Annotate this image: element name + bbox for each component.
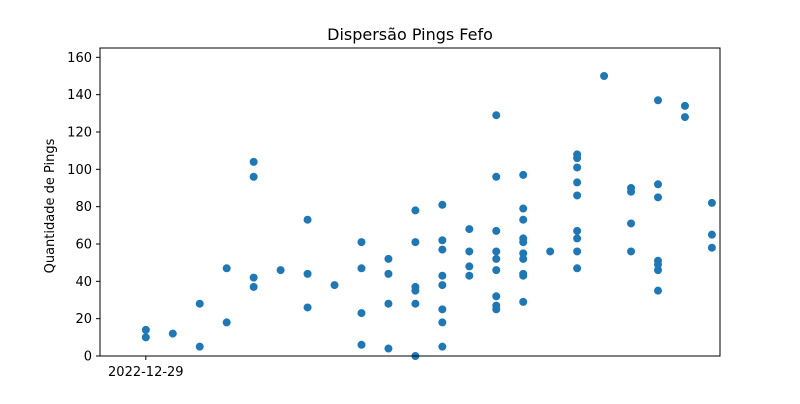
data-point-74 [627,219,636,228]
data-point-35 [438,305,447,314]
data-point-34 [438,281,447,290]
data-point-15 [330,281,339,290]
data-point-78 [654,193,662,202]
data-point-73 [627,187,636,196]
data-point-56 [519,249,528,258]
data-point-1 [141,333,150,342]
data-point-64 [573,163,582,172]
data-point-57 [519,254,528,263]
data-point-87 [707,243,716,252]
data-point-8 [249,172,258,181]
data-point-76 [654,96,662,105]
y-tick-label-1: 20 [75,312,92,327]
data-point-41 [465,271,474,280]
data-point-46 [492,254,501,263]
data-point-77 [654,180,662,189]
data-point-37 [438,342,447,351]
y-tick-label-2: 40 [75,275,92,290]
data-point-13 [303,269,312,278]
data-point-85 [707,198,716,207]
data-point-18 [357,309,366,318]
data-point-50 [492,305,501,314]
data-point-65 [573,178,582,187]
data-point-4 [195,342,204,351]
data-point-55 [519,238,528,247]
data-point-68 [573,234,582,243]
data-point-75 [627,247,636,256]
data-point-45 [492,247,501,256]
data-point-6 [222,318,231,327]
y-tick-label-5: 100 [67,163,92,178]
data-point-14 [303,303,312,312]
data-point-5 [222,264,231,273]
data-point-70 [573,264,582,273]
data-point-51 [519,170,528,179]
data-point-40 [465,262,474,271]
data-point-61 [546,247,555,256]
data-point-39 [465,247,474,256]
data-point-84 [680,113,689,122]
data-point-27 [411,286,420,295]
data-point-80 [654,260,662,269]
y-tick-label-6: 120 [67,126,92,141]
data-point-32 [438,245,447,254]
data-point-9 [249,273,258,282]
data-point-81 [654,266,662,275]
data-point-10 [249,282,258,291]
x-tick-label-0: 2022-12-29 [108,365,184,380]
data-point-44 [492,226,501,235]
data-point-69 [573,247,582,256]
data-point-86 [707,230,716,239]
data-point-83 [680,101,689,110]
data-point-22 [384,299,393,308]
data-point-66 [573,191,582,200]
data-point-33 [438,271,447,280]
data-point-59 [519,271,528,280]
data-point-2 [168,329,177,338]
data-point-38 [465,225,474,234]
data-point-42 [492,111,501,120]
chart-title: Dispersão Pings Fefo [327,25,493,44]
data-point-43 [492,172,501,181]
y-tick-label-4: 80 [75,200,92,215]
data-point-0 [141,325,150,334]
data-point-48 [492,292,501,301]
data-point-67 [573,226,582,235]
data-point-7 [249,157,258,166]
data-point-20 [384,254,393,263]
data-point-53 [519,215,528,224]
data-point-3 [195,299,204,308]
y-tick-label-7: 140 [67,88,92,103]
data-point-17 [357,264,366,273]
y-tick-label-0: 0 [84,350,92,365]
data-point-31 [438,236,447,245]
data-point-28 [411,299,420,308]
data-point-23 [384,344,393,353]
data-point-63 [573,154,582,163]
plot-frame [99,47,721,357]
data-point-12 [303,215,312,224]
y-tick-label-3: 60 [75,238,92,253]
data-point-30 [438,200,447,209]
data-point-60 [519,297,528,306]
data-point-47 [492,266,501,275]
data-point-11 [276,266,285,275]
points-layer [141,72,716,360]
data-point-25 [411,238,420,247]
data-point-71 [600,72,609,80]
data-point-24 [411,206,420,215]
axes-layer: 0 20 40 60 80 100 120 140 160 2022-12-29 [67,47,721,380]
data-point-52 [519,204,528,213]
data-point-19 [357,340,366,349]
data-point-36 [438,318,447,327]
y-tick-label-8: 160 [67,51,92,66]
data-point-16 [357,238,366,247]
data-point-82 [654,286,662,295]
y-axis-label: Quantidade de Pings [43,138,58,273]
data-point-21 [384,269,393,278]
